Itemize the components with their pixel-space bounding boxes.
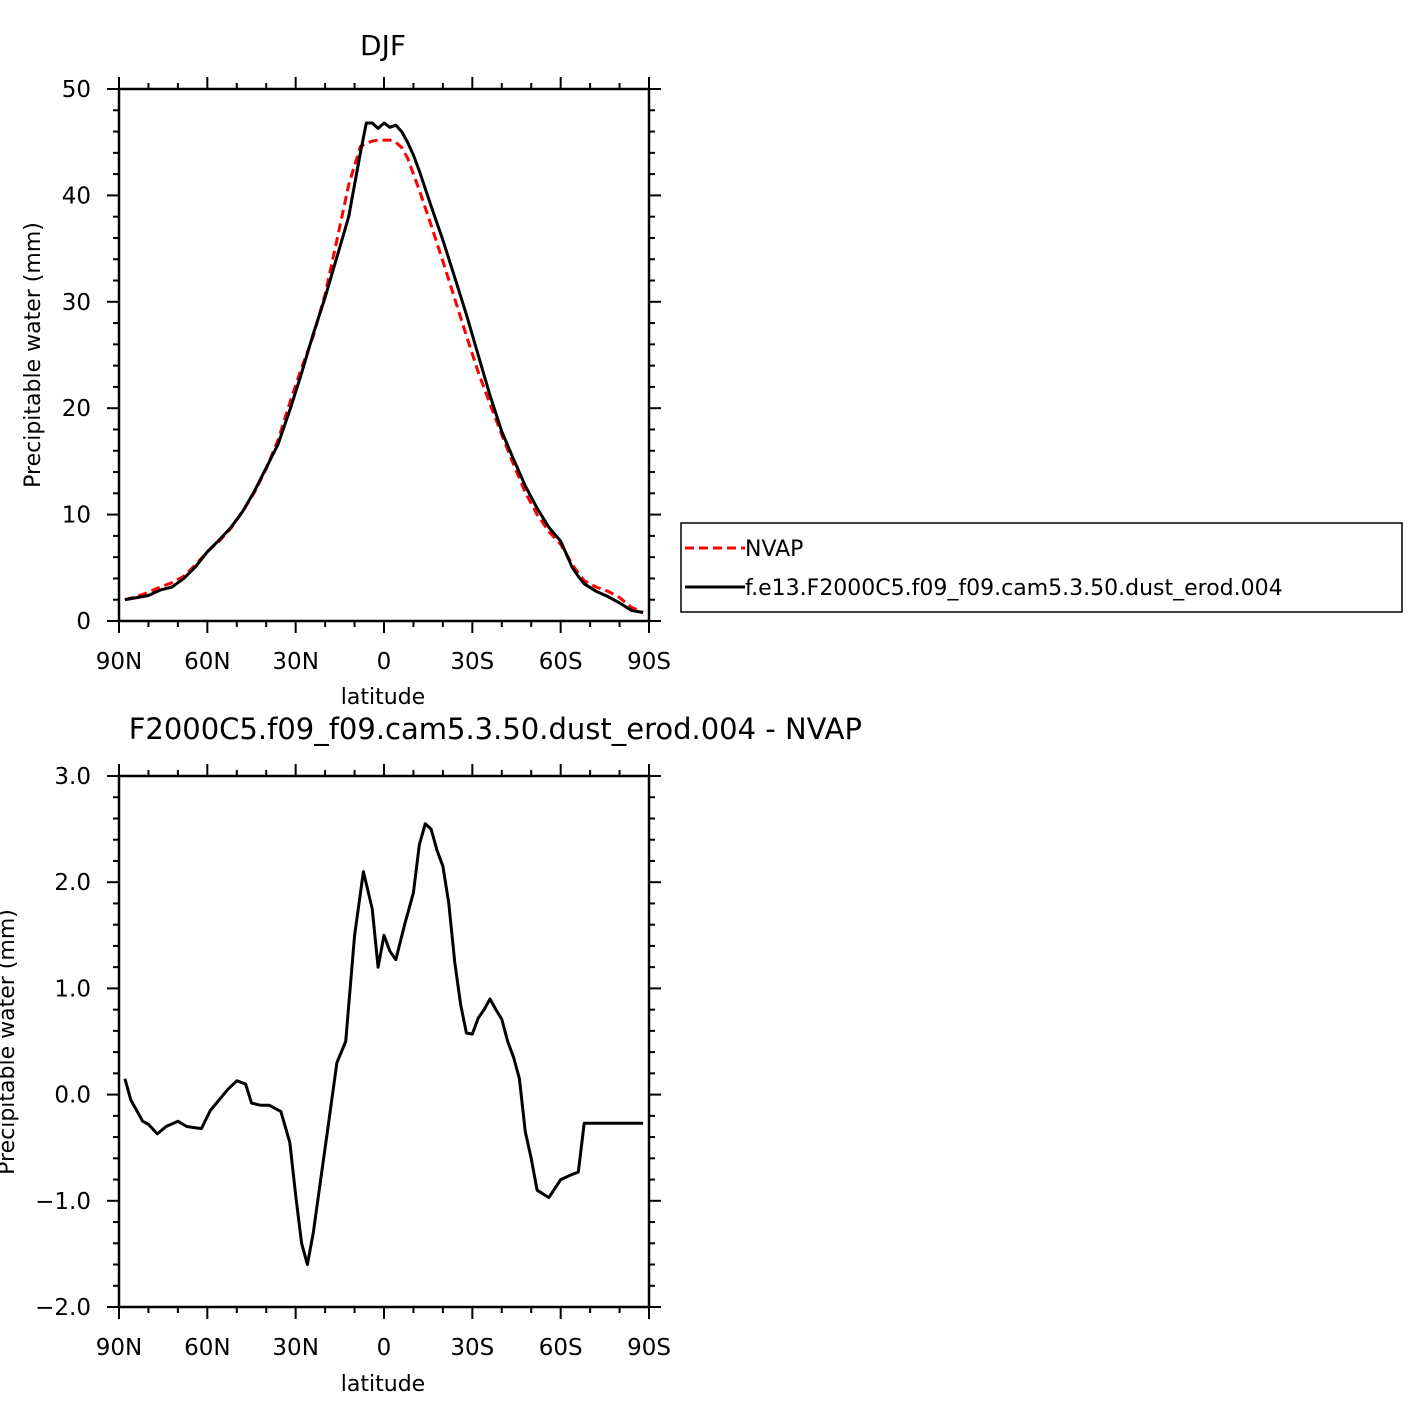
- bottom-y-axis-label: Precipitable water (mm): [0, 909, 20, 1175]
- top-y-tick-label: 50: [62, 77, 91, 103]
- bottom-x-tick-label: 0: [377, 1335, 392, 1361]
- bottom-plot-area: 90N 60N 30N 0 30S 60S 90S −2.0 −1.0 0.0 1.0 2.0 3.0: [35, 764, 671, 1361]
- top-x-tick-label: 90S: [627, 649, 671, 675]
- top-x-tick-label: 60N: [184, 649, 230, 675]
- bottom-y-tick-label: 1.0: [54, 976, 91, 1002]
- bottom-x-tick-label: 60S: [539, 1335, 583, 1361]
- top-series-line-1: [124, 121, 644, 614]
- top-panel: DJF 90N 60N 30N 0 30S 60S 90S 0 10 20 30 40 50 latit…: [21, 29, 671, 710]
- top-plot-area: 90N 60N 30N 0 30S 60S 90S 0 10 20 30 40 50: [62, 77, 671, 675]
- bottom-y-tick-label: −1.0: [35, 1189, 91, 1215]
- top-x-axis-label: latitude: [341, 685, 425, 710]
- legend-box: [680, 522, 1403, 613]
- top-x-tick-label: 60S: [539, 649, 583, 675]
- bottom-y-tick-label: 2.0: [54, 870, 91, 896]
- bottom-panel: F2000C5.f09_f09.cam5.3.50.dust_erod.004 …: [0, 712, 862, 1397]
- top-series-line-0: [124, 138, 644, 614]
- bottom-x-axis-label: latitude: [341, 1372, 425, 1397]
- bottom-y-tick-label: 3.0: [54, 764, 91, 790]
- top-y-tick-label: 20: [62, 396, 91, 422]
- bottom-x-tick-label: 30S: [450, 1335, 494, 1361]
- bottom-y-tick-label: −2.0: [35, 1295, 91, 1321]
- top-y-tick-label: 0: [76, 609, 91, 635]
- top-plot-frame: [117, 87, 651, 623]
- bottom-x-tick-label: 90N: [96, 1335, 142, 1361]
- top-y-tick-label: 10: [62, 503, 91, 529]
- bottom-y-tick-label: 0.0: [54, 1083, 91, 1109]
- bottom-x-tick-label: 30N: [272, 1335, 318, 1361]
- top-chart-title: DJF: [360, 29, 406, 62]
- top-x-tick-label: 30S: [450, 649, 494, 675]
- top-y-axis-label: Precipitable water (mm): [21, 222, 46, 488]
- bottom-chart-title: F2000C5.f09_f09.cam5.3.50.dust_erod.004 …: [129, 712, 862, 746]
- top-y-tick-label: 40: [62, 183, 91, 209]
- top-y-tick-label: 30: [62, 290, 91, 316]
- bottom-x-tick-label: 90S: [627, 1335, 671, 1361]
- top-x-tick-label: 90N: [96, 649, 142, 675]
- legend: NVAP f.e13.F2000C5.f09_f09.cam5.3.50.dus…: [680, 522, 1403, 613]
- bottom-series-line-0: [123, 822, 644, 1266]
- top-x-tick-label: 30N: [272, 649, 318, 675]
- bottom-plot-frame: [117, 774, 651, 1309]
- top-x-tick-label: 0: [377, 649, 392, 675]
- legend-label-model: f.e13.F2000C5.f09_f09.cam5.3.50.dust_ero…: [745, 576, 1283, 601]
- bottom-x-tick-label: 60N: [184, 1335, 230, 1361]
- legend-label-nvap: NVAP: [745, 537, 803, 562]
